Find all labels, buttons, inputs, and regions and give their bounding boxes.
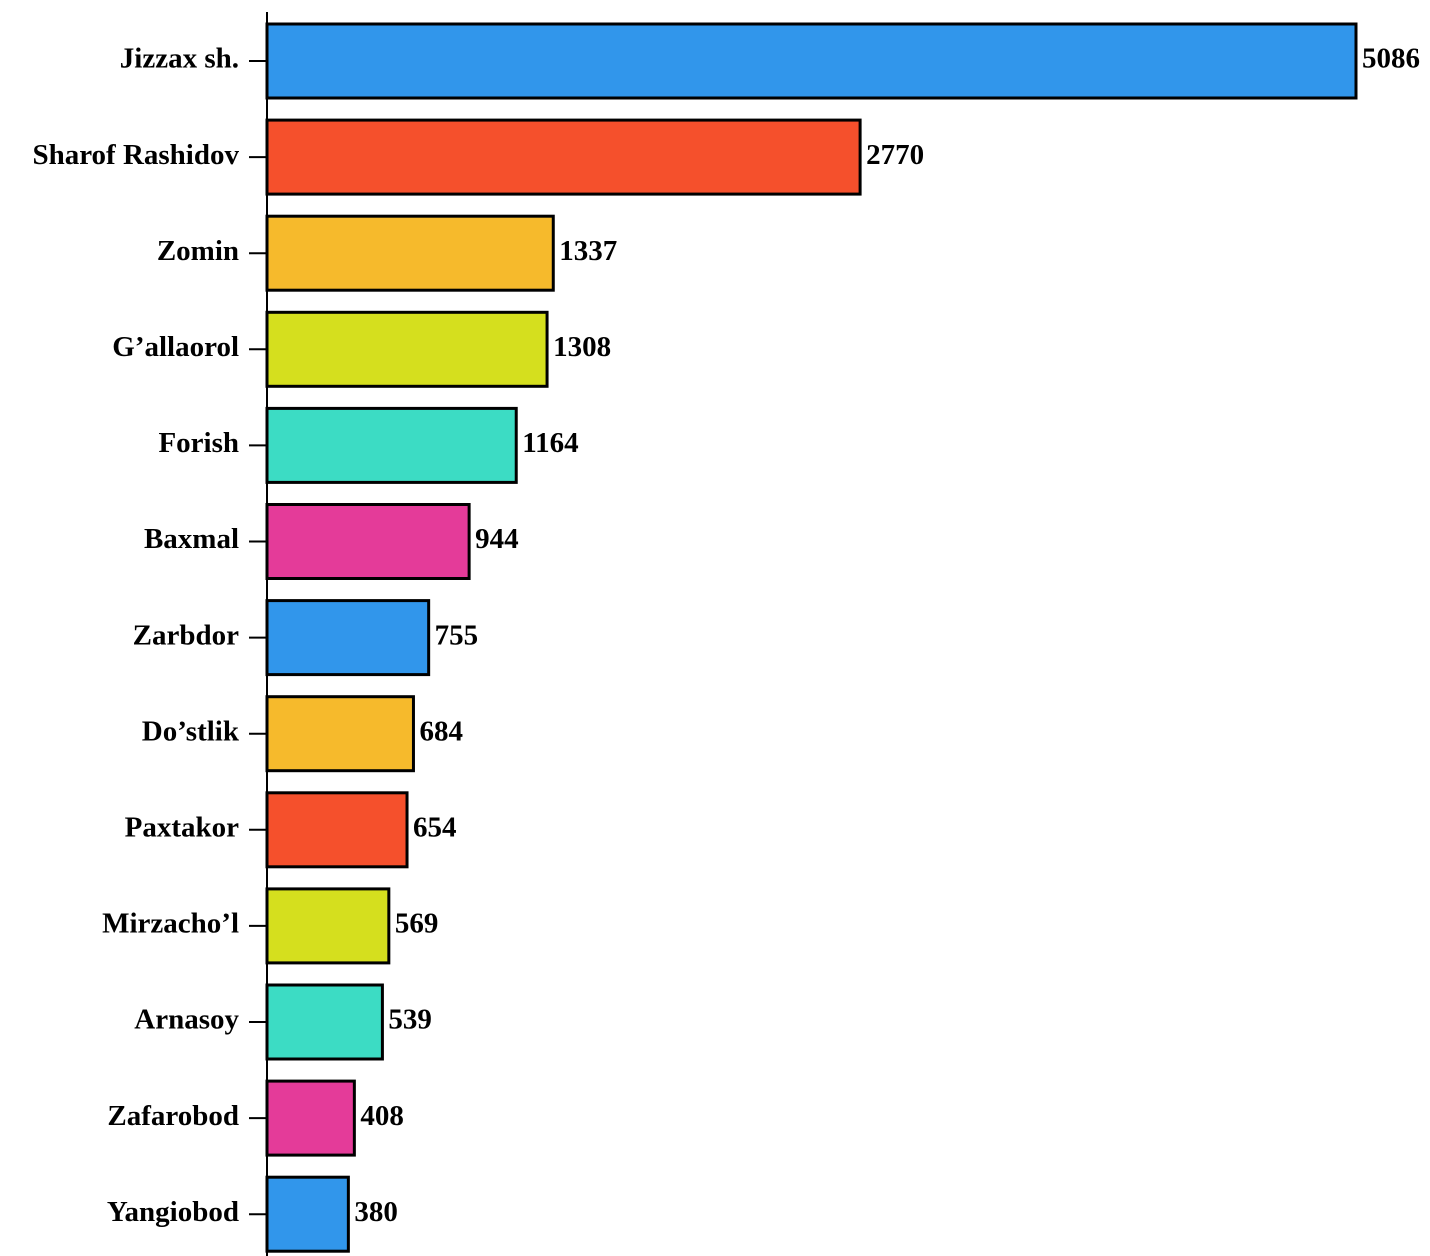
category-label-paxtakor: Paxtakor xyxy=(125,811,240,843)
value-label-forish: 1164 xyxy=(522,427,578,459)
value-label-do-stlik: 684 xyxy=(419,715,463,747)
value-label-arnasoy: 539 xyxy=(388,1004,432,1036)
category-label-mirzacho-l: Mirzacho’l xyxy=(102,908,239,940)
bar-yangiobod xyxy=(265,1175,350,1253)
value-label-zafarobod: 408 xyxy=(360,1100,404,1132)
bar-do-stlik xyxy=(265,695,415,773)
bar-zarbdor xyxy=(265,599,431,677)
bar-zomin xyxy=(265,214,555,292)
value-label-baxmal: 944 xyxy=(475,523,518,555)
bar-paxtakor xyxy=(265,791,409,869)
category-label-zafarobod: Zafarobod xyxy=(107,1100,239,1132)
y-axis xyxy=(249,12,268,1256)
category-label-arnasoy: Arnasoy xyxy=(134,1004,239,1036)
labels-layer: Jizzax sh. 5086 Sharof Rashidov 2770 Zomin 13… xyxy=(32,43,1420,1228)
category-label-do-stlik: Do’stlik xyxy=(142,715,240,747)
category-label-g-allaorol: G’allaorol xyxy=(112,331,239,363)
value-label-g-allaorol: 1308 xyxy=(553,331,611,363)
bar-mirzacho-l xyxy=(265,887,391,965)
value-label-zarbdor: 755 xyxy=(435,619,479,651)
category-label-yangiobod: Yangiobod xyxy=(107,1196,239,1228)
bar-arnasoy xyxy=(265,983,384,1061)
value-label-mirzacho-l: 569 xyxy=(395,908,439,940)
bar-g-allaorol xyxy=(265,310,549,388)
value-label-zomin: 1337 xyxy=(559,235,617,267)
bars-layer xyxy=(265,22,1358,1253)
category-label-zarbdor: Zarbdor xyxy=(133,619,239,651)
value-label-yangiobod: 380 xyxy=(354,1196,398,1228)
category-label-sharof-rashidov: Sharof Rashidov xyxy=(32,139,239,171)
category-label-jizzax-sh: Jizzax sh. xyxy=(120,43,239,75)
bar-forish xyxy=(265,406,518,484)
category-label-baxmal: Baxmal xyxy=(144,523,239,555)
bar-zafarobod xyxy=(265,1079,356,1157)
bar-jizzax-sh xyxy=(265,22,1358,100)
category-label-zomin: Zomin xyxy=(157,235,239,267)
value-label-jizzax-sh: 5086 xyxy=(1362,43,1420,75)
value-label-paxtakor: 654 xyxy=(413,811,457,843)
bar-sharof-rashidov xyxy=(265,118,862,196)
category-label-forish: Forish xyxy=(158,427,239,459)
value-label-sharof-rashidov: 2770 xyxy=(866,139,924,171)
bar-baxmal xyxy=(265,503,471,580)
